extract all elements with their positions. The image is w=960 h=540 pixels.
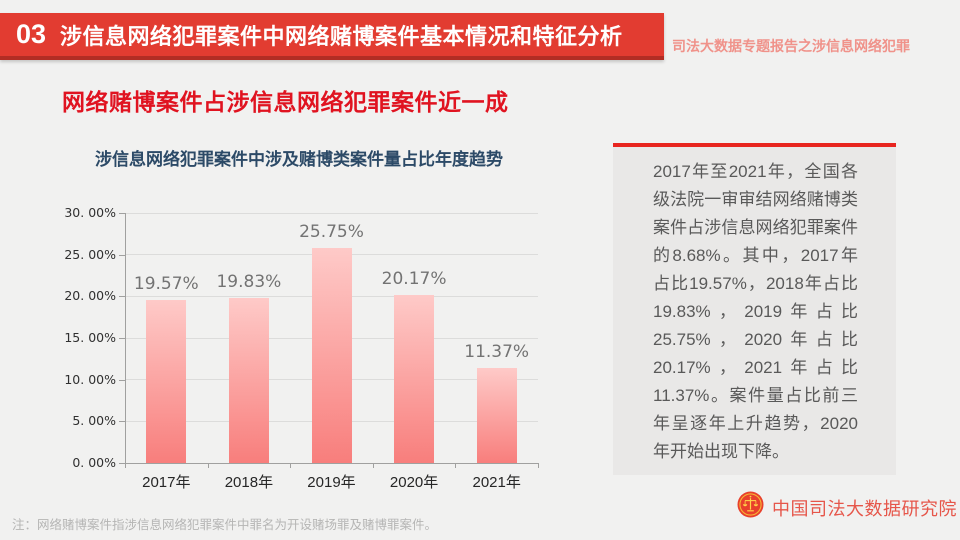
y-axis-tick [119,254,125,256]
report-tagline: 司法大数据专题报告之涉信息网络犯罪 [672,38,910,54]
x-axis-tick [125,463,126,468]
panel-accent-line [613,143,896,147]
bar-value-label: 20.17% [381,268,447,289]
y-axis-tick-label: 25. 00% [64,246,116,262]
section-banner: 03 涉信息网络犯罪案件中网络赌博案件基本情况和特征分析 [0,13,664,60]
y-axis-tick [119,379,125,381]
y-axis-tick [119,421,125,423]
x-axis-category-label: 2019年 [307,474,356,491]
y-axis-tick [119,213,125,214]
bar-chart: 0. 00% 5. 00% 10. 00% 15. 00% 20. 00% 25. 00%… [60,205,560,505]
bar [476,368,517,463]
y-axis-line [125,213,126,463]
x-axis-category-label: 2020年 [389,474,439,491]
y-axis-tick-label: 0. 00% [72,455,116,470]
footnote: 注：网络赌博案件指涉信息网络犯罪案件中罪名为开设赌场罪及赌博罪案件。 [12,518,438,532]
org-name: 中国司法大数据研究院 [772,499,957,519]
slide-headline: 网络赌博案件占涉信息网络犯罪案件近一成 [62,89,509,115]
section-title: 涉信息网络犯罪案件中网络赌博案件基本情况和特征分析 [60,23,623,49]
y-axis-tick-label: 20. 00% [64,288,116,304]
x-axis-line [119,463,539,464]
bar-value-label: 19.57% [133,273,199,294]
x-axis-category-label: 2017年 [142,474,191,491]
bar [394,294,435,463]
bar-value-label: 25.75% [299,222,364,243]
bar [311,248,352,463]
x-axis-tick [207,463,209,468]
section-number: 03 [16,19,47,49]
x-axis-tick [372,463,374,468]
summary-panel: 2017年至2021年，全国各级法院一审审结网络赌博类案件占涉信息网络犯罪案件的… [613,143,896,475]
y-axis-tick-label: 30. 00% [64,205,116,220]
chart-title: 涉信息网络犯罪案件中涉及赌博类案件量占比年度趋势 [95,150,503,169]
bar-value-label: 11.37% [464,342,530,363]
bar-value-label: 19.83% [216,271,282,292]
y-axis-tick-label: 5. 00% [72,413,116,429]
y-axis-tick [119,296,125,298]
grid-line [125,212,538,214]
x-axis-tick [538,463,539,468]
bar [146,299,187,463]
y-axis-tick-label: 10. 00% [64,371,116,387]
x-axis-category-label: 2021年 [472,474,521,491]
x-axis-category-label: 2018年 [224,474,274,491]
court-emblem-icon [737,491,764,518]
y-axis-tick [119,338,125,339]
x-axis-tick [455,463,457,468]
x-axis-tick [290,463,292,468]
panel-box: 2017年至2021年，全国各级法院一审审结网络赌博类案件占涉信息网络犯罪案件的… [613,147,896,475]
y-axis-tick-label: 15. 00% [64,330,116,345]
bar [228,297,269,463]
summary-text: 2017年至2021年，全国各级法院一审审结网络赌博类案件占涉信息网络犯罪案件的… [653,162,858,461]
